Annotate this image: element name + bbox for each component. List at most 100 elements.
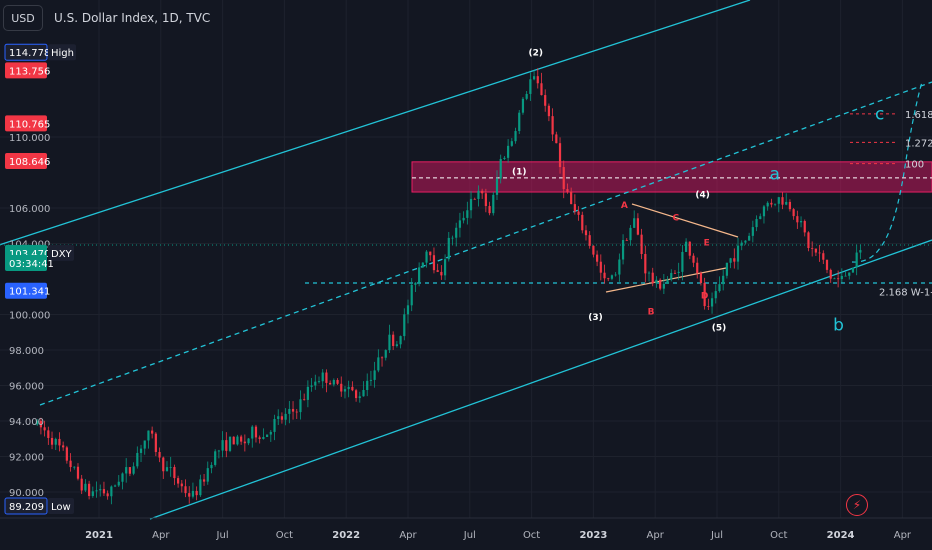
resistance-zone[interactable]: [411, 161, 932, 193]
candle-body: [403, 314, 406, 337]
price-label[interactable]: 113.756: [5, 62, 50, 79]
price-label-value: 101.341: [9, 287, 50, 298]
candle-body: [818, 252, 821, 254]
wave-label: (4): [695, 190, 710, 200]
price-tick-label: 110.000: [9, 133, 50, 144]
time-tick-label: Oct: [770, 530, 787, 541]
candle-body: [766, 202, 769, 207]
candle-body: [139, 448, 143, 453]
candle-body: [95, 490, 98, 492]
candle-body: [280, 416, 284, 420]
wave-label: C: [672, 213, 679, 223]
candle-body: [792, 209, 795, 217]
candle-body: [195, 490, 198, 496]
candle-body: [488, 206, 491, 214]
time-axis[interactable]: 2021 Apr Jul Oct 2022 Apr Jul Oct 2023 Apr Jul Oct 2…: [0, 517, 932, 541]
candle-body: [481, 190, 484, 194]
candle-body: [807, 232, 810, 248]
candle-body: [132, 466, 135, 474]
price-label[interactable]: 114.778 High: [4, 43, 76, 61]
candle-body: [366, 380, 369, 391]
candle-body: [469, 198, 473, 211]
lightning-icon[interactable]: ⚡: [846, 494, 868, 516]
candle-body: [455, 227, 458, 238]
price-label[interactable]: 03:34:41: [5, 255, 54, 272]
candle-body: [625, 240, 628, 241]
channel-upper-line: [0, 0, 751, 246]
candle-body: [681, 251, 684, 272]
price-tick-label: 106.000: [9, 204, 50, 215]
time-tick-label: Oct: [523, 530, 540, 541]
candle-body: [373, 370, 376, 380]
candle-body: [406, 305, 410, 315]
candle-body: [169, 466, 172, 468]
fib-extension[interactable]: 1.618 1.272 100 2.168 W-1-3: [850, 110, 932, 298]
candle-body: [518, 112, 521, 132]
price-label-value: 113.756: [9, 66, 50, 77]
candle-body: [688, 241, 691, 256]
candle-body: [377, 357, 380, 371]
candle-body: [291, 408, 295, 412]
candle-body: [788, 201, 792, 210]
candle-body: [247, 438, 250, 444]
candle-body: [240, 436, 243, 442]
candle-body: [84, 483, 87, 491]
candle-body: [232, 436, 235, 445]
candle-body: [347, 386, 350, 390]
candle-body: [69, 460, 72, 468]
price-label-box: [4, 43, 48, 61]
wave-label: A: [621, 201, 628, 211]
price-label[interactable]: 110.765: [5, 115, 50, 132]
candlestick-series: [36, 68, 862, 505]
candle-body: [581, 214, 584, 231]
candle-body: [188, 493, 191, 497]
candle-body: [399, 336, 402, 345]
price-label[interactable]: 101.341: [5, 282, 50, 299]
candle-body: [492, 194, 495, 214]
candle-body: [799, 221, 803, 223]
price-label[interactable]: 89.209 Low: [4, 497, 74, 515]
price-tick-label: 98.000: [9, 346, 44, 357]
price-label-box: [5, 153, 47, 170]
candle-body: [859, 250, 862, 253]
candle-body: [88, 483, 91, 496]
candle-body: [529, 79, 532, 94]
candle-body: [466, 210, 469, 218]
candle-body: [243, 441, 246, 444]
candle-body: [354, 390, 358, 399]
candle-body: [410, 284, 413, 306]
candle-body: [106, 493, 109, 497]
candle-body: [254, 426, 258, 438]
price-tick-label: 92.000: [9, 453, 44, 464]
candle-body: [395, 344, 398, 347]
candle-body: [840, 275, 843, 280]
candle-body: [199, 479, 202, 496]
candle-body: [666, 279, 669, 284]
candle-body: [447, 237, 450, 260]
candle-body: [206, 468, 209, 482]
candle-body: [599, 261, 602, 273]
price-label-value: 03:34:41: [9, 259, 54, 270]
candle-body: [781, 197, 784, 205]
price-tick-label: 94.000: [9, 417, 44, 428]
candle-body: [629, 227, 632, 241]
candle-body: [673, 272, 677, 274]
candle-body: [596, 254, 599, 262]
candle-body: [343, 389, 347, 392]
price-label-value: 108.646: [9, 157, 50, 168]
price-label-tag-box: [48, 244, 74, 261]
trend-channel[interactable]: [0, 0, 932, 520]
price-label[interactable]: 108.646: [5, 153, 50, 170]
currency-button[interactable]: USD: [3, 5, 43, 31]
candle-body: [462, 217, 465, 221]
candle-body: [621, 240, 625, 260]
wave-label: E: [704, 238, 710, 248]
price-axis[interactable]: 110.000106.000104.000100.00098.00096.000…: [4, 43, 76, 515]
resistance-box: [411, 161, 932, 193]
candle-body: [284, 413, 287, 420]
candle-body: [521, 98, 525, 113]
candle-body: [607, 278, 610, 280]
candle-body: [473, 198, 476, 200]
